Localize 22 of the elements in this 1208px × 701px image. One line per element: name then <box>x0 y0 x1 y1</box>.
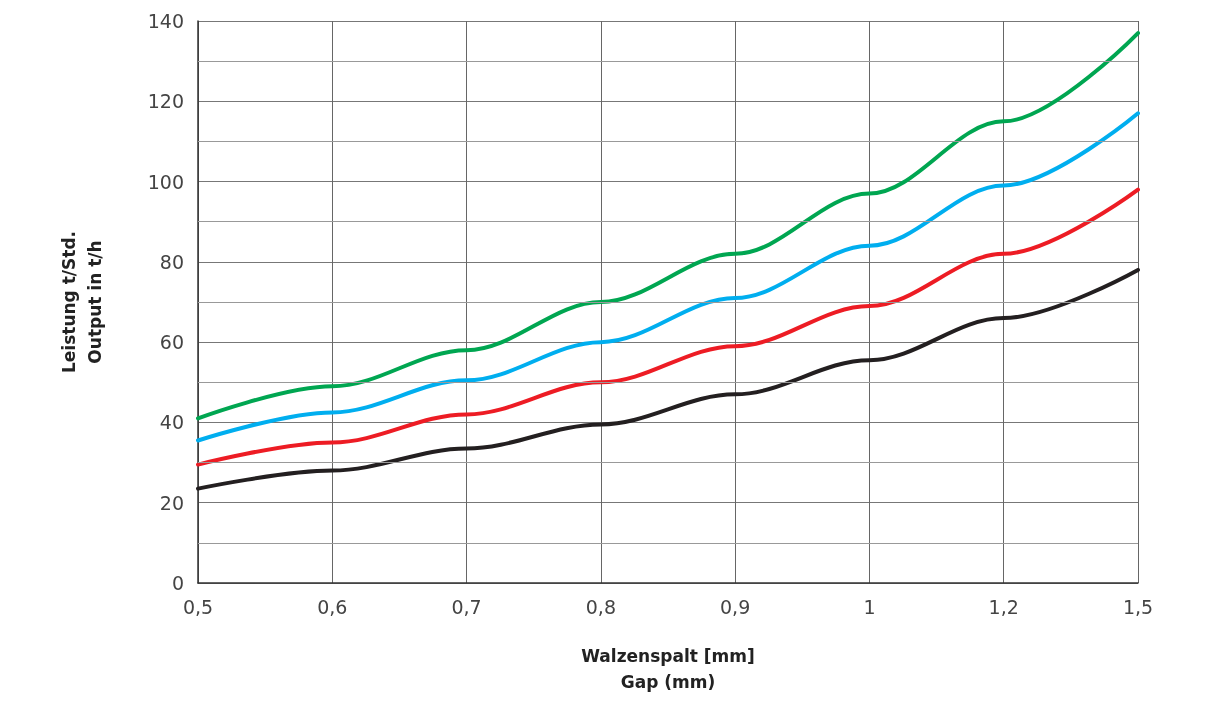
x-tick-label: 0,9 <box>720 595 751 618</box>
line-series <box>196 31 1140 421</box>
x-tick-label: 1,5 <box>1122 595 1154 618</box>
y-tick-label: 60 <box>159 331 184 354</box>
y-tick-label: 100 <box>147 170 184 193</box>
line-series <box>196 267 1140 491</box>
y-tick-label: 40 <box>159 411 184 434</box>
line-series <box>196 111 1140 443</box>
line-series <box>196 187 1140 467</box>
x-tick-label: 0,6 <box>317 595 348 618</box>
y-tick-label: 120 <box>147 90 184 113</box>
x-tick-label: 0,5 <box>182 595 214 618</box>
x-tick-label: 1,2 <box>988 595 1019 618</box>
y-tick-label: 140 <box>147 10 184 32</box>
x-tick-label: 0,7 <box>451 595 482 618</box>
x-tick-label: 1 <box>863 595 876 618</box>
x-tick-label: 0,8 <box>585 595 616 618</box>
y-axis-title: Leistung t/Std. Output in t/h <box>59 230 105 374</box>
x-axis-title: Walzenspalt [mm] Gap (mm) <box>581 646 755 692</box>
y-tick-label: 80 <box>159 250 184 273</box>
y-tick-label: 0 <box>171 572 184 594</box>
y-tick-label: 20 <box>159 491 184 514</box>
